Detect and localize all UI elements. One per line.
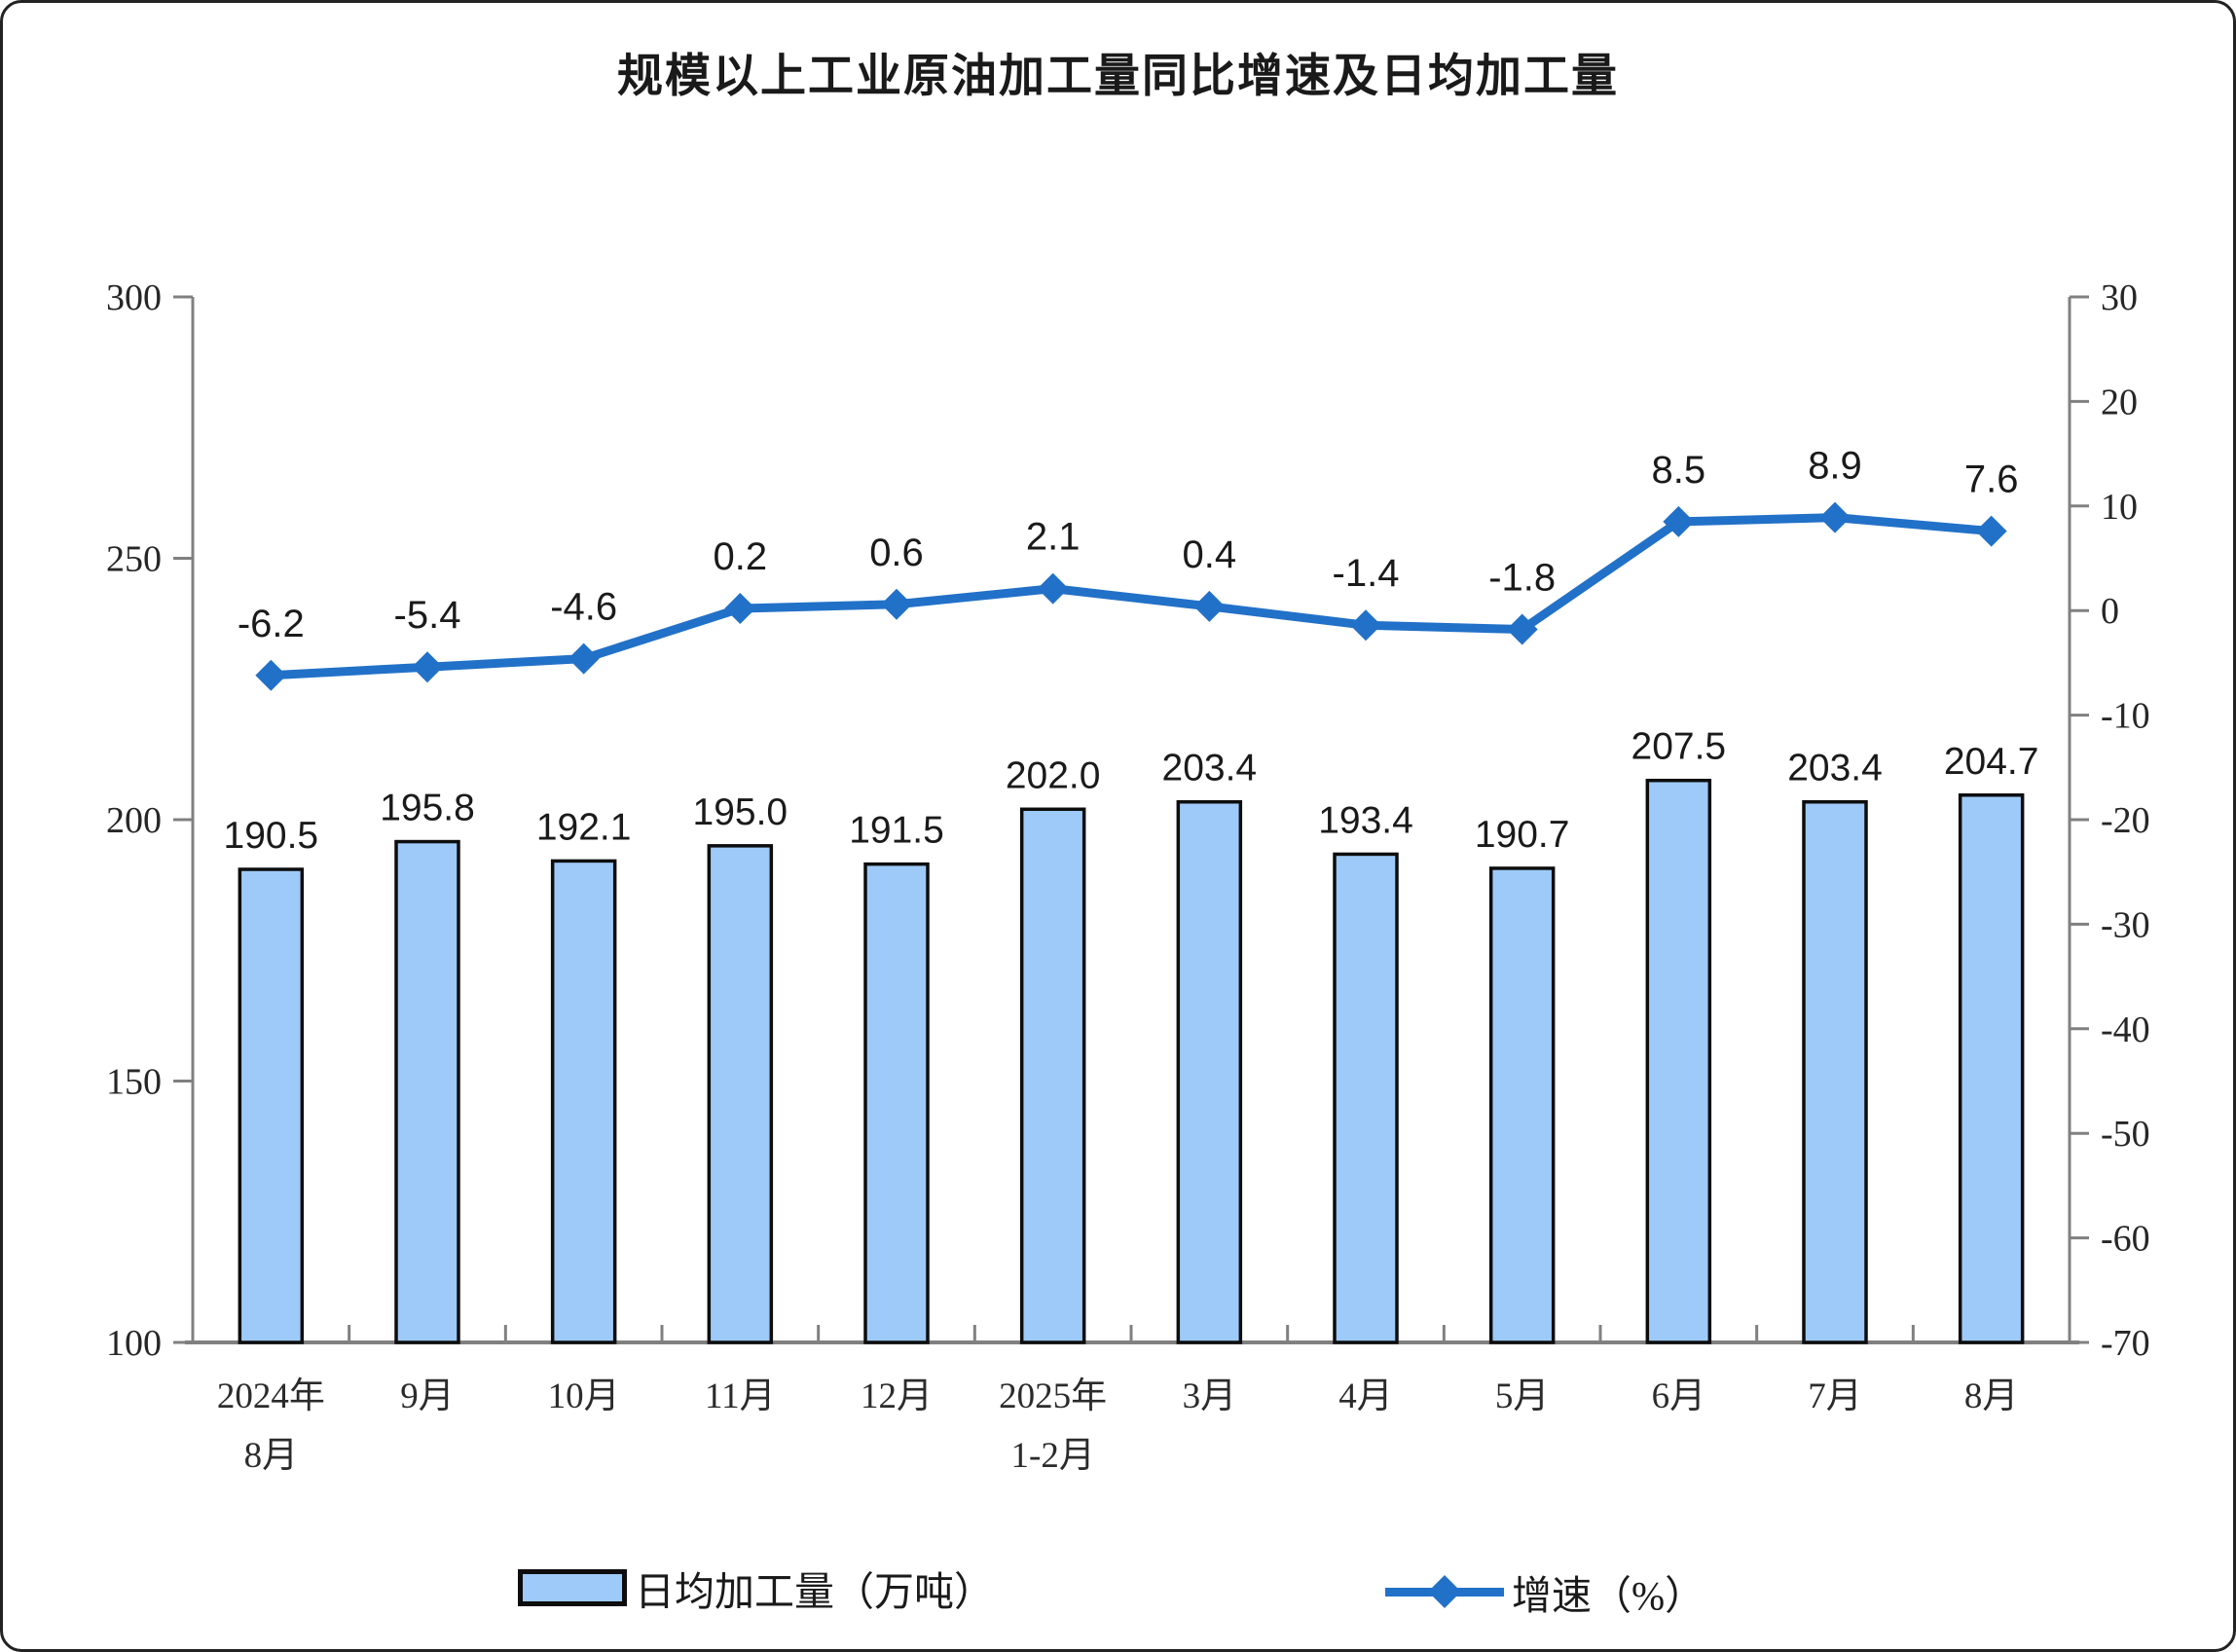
line-marker bbox=[255, 659, 287, 691]
x-category-label: 3月 bbox=[1183, 1377, 1237, 1416]
x-category-label: 2024年 bbox=[217, 1376, 325, 1416]
line-legend-marker bbox=[1385, 1575, 1504, 1608]
bar-value-label: 204.7 bbox=[1944, 741, 2039, 783]
line-value-label: -6.2 bbox=[238, 603, 305, 645]
bar bbox=[1488, 866, 1556, 1344]
bar bbox=[238, 867, 305, 1344]
bar-value-label: 195.0 bbox=[693, 791, 788, 833]
left-axis-tick-label: 100 bbox=[106, 1323, 162, 1364]
bar bbox=[707, 844, 774, 1344]
line-marker bbox=[568, 642, 600, 675]
bar bbox=[1645, 778, 1712, 1344]
line-legend-diamond-icon bbox=[1428, 1575, 1461, 1608]
line-value-label: 0.4 bbox=[1183, 533, 1237, 576]
combo-chart: 3002502001501003020100-10-20-30-40-50-60… bbox=[106, 277, 2150, 1476]
bar bbox=[1958, 793, 2025, 1344]
left-axis-tick-label: 300 bbox=[106, 277, 162, 318]
bar bbox=[1802, 799, 1868, 1344]
bar-value-label: 190.7 bbox=[1475, 814, 1570, 856]
bar bbox=[1333, 852, 1399, 1344]
line-marker bbox=[412, 651, 443, 683]
line-value-label: 7.6 bbox=[1964, 459, 2019, 501]
bar-value-label: 203.4 bbox=[1787, 748, 1883, 789]
x-category-label: 7月 bbox=[1808, 1377, 1862, 1416]
line-marker bbox=[881, 588, 912, 620]
x-category-label: 8月 bbox=[244, 1436, 299, 1476]
line-value-label: 2.1 bbox=[1026, 516, 1081, 559]
line-value-label: 0.6 bbox=[869, 532, 924, 574]
left-axis-tick-label: 200 bbox=[106, 800, 162, 841]
right-axis-tick-label: -10 bbox=[2101, 696, 2150, 737]
x-category-label: 4月 bbox=[1338, 1377, 1393, 1416]
line-legend-label: 增速（%） bbox=[1512, 1573, 1705, 1618]
line-value-label: -1.8 bbox=[1488, 557, 1556, 600]
chart-title: 规模以上工业原油加工量同比增速及日均加工量 bbox=[617, 50, 1619, 101]
right-axis-tick-label: -70 bbox=[2101, 1323, 2150, 1364]
x-category-label: 11月 bbox=[705, 1377, 776, 1416]
right-axis-tick-label: 0 bbox=[2101, 591, 2119, 632]
left-axis-tick-label: 150 bbox=[106, 1062, 162, 1103]
x-category-label: 8月 bbox=[1964, 1377, 2019, 1416]
x-category-label: 2025年 bbox=[999, 1376, 1107, 1416]
bar bbox=[863, 862, 930, 1344]
bar-value-label: 207.5 bbox=[1631, 726, 1727, 768]
line-value-label: 8.5 bbox=[1652, 449, 1706, 492]
bar bbox=[1176, 799, 1243, 1344]
x-category-label: 9月 bbox=[400, 1377, 455, 1416]
bar-value-label: 203.4 bbox=[1162, 748, 1258, 789]
line-value-label: -5.4 bbox=[394, 594, 461, 637]
right-axis-tick-label: -40 bbox=[2101, 1010, 2150, 1050]
x-category-label: 12月 bbox=[861, 1377, 933, 1416]
bar-value-label: 193.4 bbox=[1318, 799, 1413, 841]
bar bbox=[550, 859, 617, 1344]
line-marker bbox=[1506, 613, 1538, 645]
bar bbox=[1019, 807, 1086, 1344]
line-value-label: -4.6 bbox=[550, 586, 617, 629]
line-marker bbox=[1819, 501, 1851, 533]
line-marker bbox=[724, 593, 756, 625]
bar-value-label: 190.5 bbox=[224, 815, 319, 857]
line-value-label: 0.2 bbox=[714, 535, 768, 578]
bar-value-label: 191.5 bbox=[849, 810, 944, 852]
x-category-label: 10月 bbox=[548, 1377, 620, 1416]
line-series bbox=[266, 513, 1997, 680]
bar-legend-label: 日均加工量（万吨） bbox=[635, 1569, 994, 1614]
line-marker bbox=[1193, 590, 1226, 622]
bar-legend-swatch bbox=[518, 1569, 627, 1606]
line-value-label: 8.9 bbox=[1808, 445, 1862, 488]
line-marker bbox=[1975, 515, 2007, 547]
x-category-label: 5月 bbox=[1495, 1377, 1550, 1416]
line-value-label: -1.4 bbox=[1333, 552, 1400, 595]
bar-value-label: 202.0 bbox=[1006, 754, 1101, 796]
x-category-label: 1-2月 bbox=[1011, 1436, 1095, 1476]
legend-item-bar: 日均加工量（万吨） bbox=[518, 1559, 994, 1617]
right-axis-tick-label: -30 bbox=[2101, 904, 2150, 945]
right-axis-tick-label: 10 bbox=[2101, 487, 2138, 528]
bar-value-label: 192.1 bbox=[536, 806, 632, 848]
right-axis-tick-label: -50 bbox=[2101, 1114, 2150, 1155]
right-axis-tick-label: 20 bbox=[2101, 382, 2138, 422]
line-marker bbox=[1663, 505, 1695, 537]
bar-value-label: 195.8 bbox=[380, 788, 475, 829]
right-axis-tick-label: 30 bbox=[2101, 277, 2138, 318]
legend-item-line: 增速（%） bbox=[1385, 1562, 1704, 1621]
right-axis-tick-label: -20 bbox=[2101, 800, 2150, 841]
bar bbox=[394, 839, 460, 1344]
left-axis-tick-label: 250 bbox=[106, 539, 162, 580]
line-marker bbox=[1350, 609, 1381, 642]
line-marker bbox=[1037, 572, 1069, 605]
right-axis-tick-label: -60 bbox=[2101, 1219, 2150, 1260]
x-category-label: 6月 bbox=[1652, 1377, 1706, 1416]
